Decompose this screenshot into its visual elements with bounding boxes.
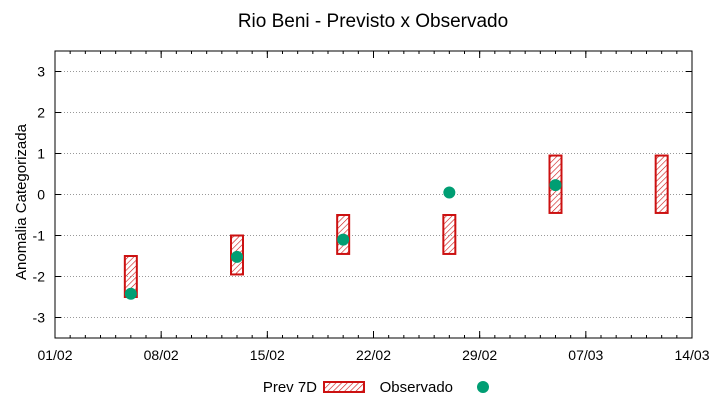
x-tick-label: 07/03 (568, 347, 603, 363)
y-tick-label: 0 (37, 187, 45, 203)
y-tick-label: 2 (37, 105, 45, 121)
x-tick-label: 14/03 (674, 347, 709, 363)
legend-label-forecast: Prev 7D (263, 379, 317, 396)
x-tick-label: 22/02 (356, 347, 391, 363)
x-tick-label: 08/02 (144, 347, 179, 363)
legend-label-observed: Observado (380, 379, 453, 396)
x-tick-label: 15/02 (250, 347, 285, 363)
y-axis-label: Anomalia Categorizada (13, 123, 30, 280)
axis-ticks: -3 -2 -1 0 1 2 3 01/02 08/02 15/02 22/02 29/02 07/03… (33, 51, 710, 363)
forecast-range-box (654, 154, 669, 214)
legend: Prev 7D Observado (263, 379, 489, 396)
y-tick-label: 1 (37, 146, 45, 162)
grid-lines (55, 71, 692, 318)
observed-point (231, 250, 243, 263)
forecast-range-box (442, 214, 457, 255)
y-tick-label: 3 (37, 64, 45, 80)
y-tick-label: -2 (33, 269, 46, 285)
legend-swatch-forecast (323, 381, 365, 393)
chart-title: Rio Beni - Previsto x Observado (238, 11, 508, 32)
y-tick-label: -3 (33, 310, 46, 326)
observed-point (337, 233, 350, 246)
observed-point (443, 186, 456, 199)
x-tick-label: 01/02 (37, 347, 72, 363)
observed-point (549, 179, 562, 192)
series-marks (123, 154, 669, 300)
legend-swatch-observed (477, 381, 489, 393)
y-tick-label: -1 (33, 228, 46, 244)
x-tick-label: 29/02 (462, 347, 497, 363)
observed-point (124, 287, 137, 300)
